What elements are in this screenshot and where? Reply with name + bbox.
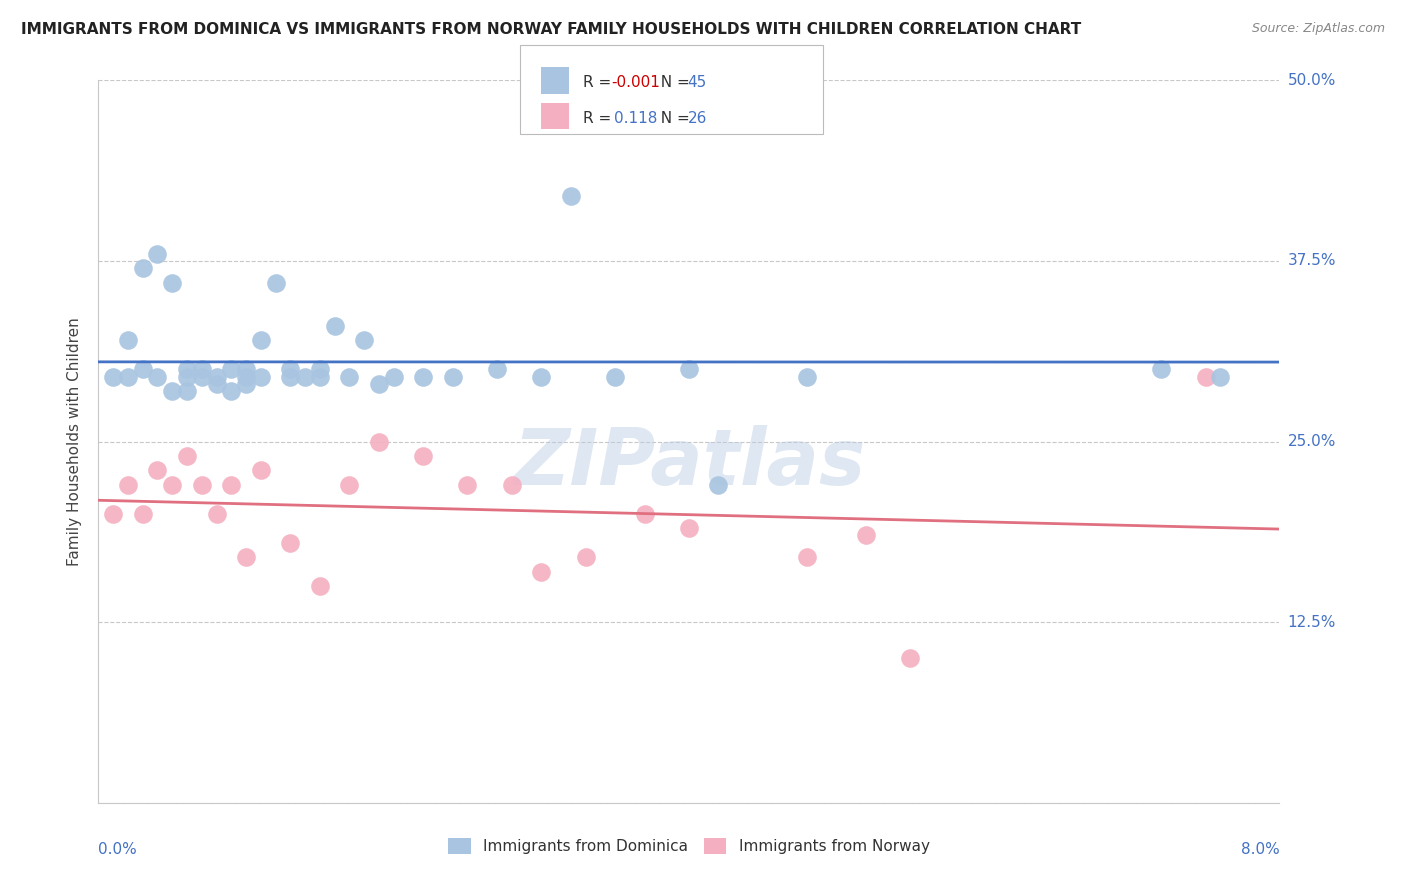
Point	[707, 478, 730, 492]
Point	[146, 246, 169, 260]
Point	[176, 369, 198, 384]
Text: N =: N =	[651, 112, 695, 126]
Text: -0.001: -0.001	[612, 76, 661, 90]
Point	[368, 434, 391, 449]
Point	[796, 550, 818, 565]
Point	[280, 369, 302, 384]
Point	[412, 369, 434, 384]
Point	[132, 362, 155, 376]
Point	[162, 478, 183, 492]
Text: 0.118: 0.118	[614, 112, 658, 126]
Point	[294, 369, 316, 384]
Point	[412, 449, 434, 463]
Text: R =: R =	[583, 112, 621, 126]
Point	[117, 478, 139, 492]
Point	[900, 651, 922, 665]
Point	[103, 507, 125, 521]
Point	[103, 369, 125, 384]
Point	[309, 362, 332, 376]
Point	[235, 376, 257, 391]
Point	[634, 507, 657, 521]
Text: 50.0%: 50.0%	[1288, 73, 1336, 87]
Point	[205, 507, 228, 521]
Point	[1150, 362, 1173, 376]
Point	[575, 550, 598, 565]
Y-axis label: Family Households with Children: Family Households with Children	[67, 318, 83, 566]
Point	[117, 334, 139, 348]
Text: 12.5%: 12.5%	[1288, 615, 1336, 630]
Point	[605, 369, 627, 384]
Point	[530, 369, 553, 384]
Legend: Immigrants from Dominica, Immigrants from Norway: Immigrants from Dominica, Immigrants fro…	[441, 832, 936, 860]
Point	[323, 318, 346, 333]
Point	[132, 261, 155, 276]
Point	[441, 369, 464, 384]
Point	[382, 369, 405, 384]
Point	[678, 521, 700, 535]
Point	[250, 334, 273, 348]
Text: 8.0%: 8.0%	[1240, 842, 1279, 856]
Point	[1195, 369, 1218, 384]
Text: Source: ZipAtlas.com: Source: ZipAtlas.com	[1251, 22, 1385, 36]
Point	[678, 362, 700, 376]
Point	[221, 384, 243, 398]
Point	[176, 362, 198, 376]
Text: N =: N =	[651, 76, 695, 90]
Point	[339, 369, 361, 384]
Point	[205, 376, 228, 391]
Point	[264, 276, 287, 290]
Point	[146, 463, 169, 477]
Point	[132, 507, 155, 521]
Text: 25.0%: 25.0%	[1288, 434, 1336, 449]
Point	[191, 362, 214, 376]
Point	[368, 376, 391, 391]
Text: 37.5%: 37.5%	[1288, 253, 1336, 268]
Point	[855, 528, 877, 542]
Point	[501, 478, 523, 492]
Text: 26: 26	[688, 112, 707, 126]
Point	[221, 478, 243, 492]
Point	[560, 189, 582, 203]
Point	[309, 579, 332, 593]
Point	[176, 449, 198, 463]
Point	[280, 362, 302, 376]
Text: IMMIGRANTS FROM DOMINICA VS IMMIGRANTS FROM NORWAY FAMILY HOUSEHOLDS WITH CHILDR: IMMIGRANTS FROM DOMINICA VS IMMIGRANTS F…	[21, 22, 1081, 37]
Point	[486, 362, 509, 376]
Point	[205, 369, 228, 384]
Text: 0.0%: 0.0%	[98, 842, 138, 856]
Point	[796, 369, 818, 384]
Point	[146, 369, 169, 384]
Point	[221, 362, 243, 376]
Text: ZIPatlas: ZIPatlas	[513, 425, 865, 501]
Point	[117, 369, 139, 384]
Text: 45: 45	[688, 76, 707, 90]
Point	[1209, 369, 1232, 384]
Point	[339, 478, 361, 492]
Point	[250, 463, 273, 477]
Text: R =: R =	[583, 76, 617, 90]
Point	[176, 384, 198, 398]
Point	[191, 369, 214, 384]
Point	[235, 362, 257, 376]
Point	[235, 550, 257, 565]
Point	[309, 369, 332, 384]
Point	[191, 478, 214, 492]
Point	[457, 478, 479, 492]
Point	[235, 369, 257, 384]
Point	[250, 369, 273, 384]
Point	[353, 334, 375, 348]
Point	[162, 276, 183, 290]
Point	[530, 565, 553, 579]
Point	[162, 384, 183, 398]
Point	[280, 535, 302, 549]
